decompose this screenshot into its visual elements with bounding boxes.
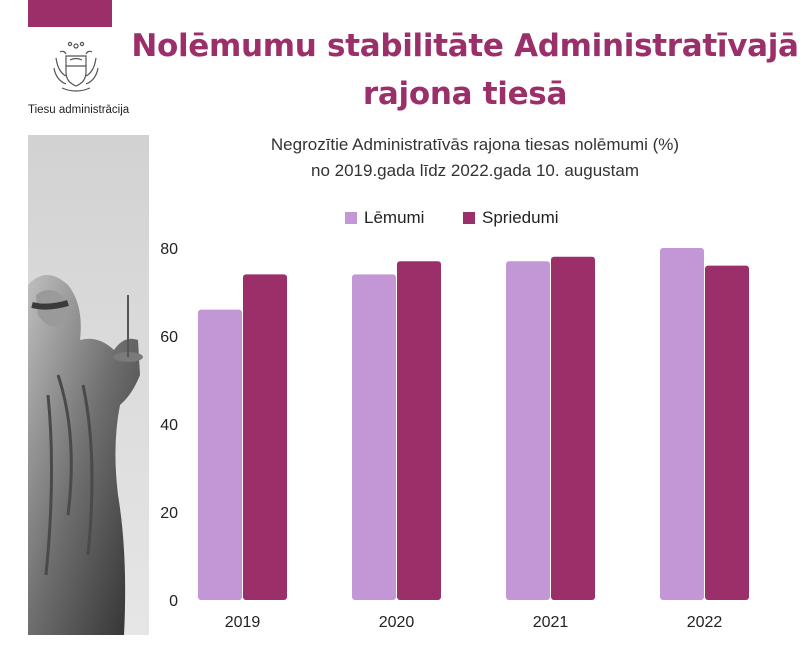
bar-spriedumi-2021 [551,256,595,600]
page-title-line-2: rajona tiesā [362,76,568,112]
page-title: Nolēmumu stabilitāte Administratīvajā ra… [130,22,800,118]
bar-spriedumi-2020 [397,261,441,600]
x-tick-label-2019: 2019 [225,614,261,631]
page-title-line-1: Nolēmumu stabilitāte Administratīvajā [131,28,799,64]
legend-label-lemumi: Lēmumi [364,208,425,227]
y-tick-label: 40 [160,417,178,434]
chart-title-line: Negrozītie Administratīvās rajona tiesas… [270,135,680,154]
lady-justice-statue-photo [28,135,149,635]
y-tick-label: 20 [160,505,178,522]
bar-spriedumi-2019 [243,274,287,600]
header-accent-bar [28,0,112,27]
bar-chart: 0 20 40 60 80 2019 2020 2021 2022 [160,241,749,631]
legend-label-spriedumi: Spriedumi [482,208,559,227]
chart-subtitle-line: no 2019.gada līdz 2022.gada 10. augustam [311,161,639,180]
latvia-coat-of-arms-icon [53,41,99,92]
bar-l-mumi-2021 [506,261,550,600]
x-tick-label-2020: 2020 [379,614,415,631]
bar-l-mumi-2019 [198,309,242,600]
legend-swatch-lemumi [345,212,357,224]
bar-spriedumi-2022 [705,265,749,600]
x-tick-label-2021: 2021 [533,614,569,631]
chart-title: Negrozītie Administratīvās rajona tiesas… [150,132,800,184]
y-tick-label: 0 [169,593,178,610]
y-tick-label: 60 [160,329,178,346]
organization-name: Tiesu administrācija [28,104,130,116]
legend-swatch-spriedumi [463,212,475,224]
y-tick-label: 80 [160,241,178,258]
bar-l-mumi-2020 [352,274,396,600]
x-tick-label-2022: 2022 [687,614,723,631]
bar-l-mumi-2022 [660,248,704,600]
